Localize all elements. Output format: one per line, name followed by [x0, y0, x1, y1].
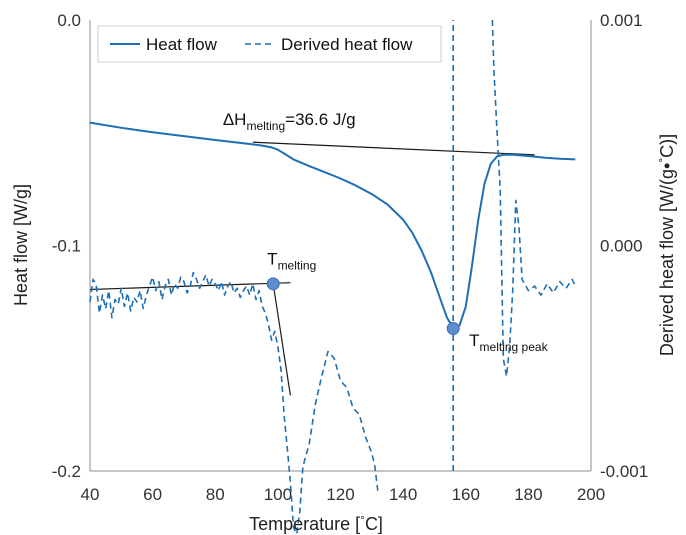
markers — [266, 277, 460, 335]
y-left-axis-title: Heat flow [W/g] — [11, 184, 31, 306]
derived-heat-flow-series-line — [491, 19, 577, 378]
y-left-tick-label: -0.1 — [52, 237, 81, 256]
y-right-tick-label: 0.000 — [600, 237, 643, 256]
t-melting-peak-label: Tmelting peak — [469, 331, 548, 354]
annotations: ΔHmelting=36.6 J/g Tmelting Tmelting peak — [223, 110, 549, 354]
legend: Heat flow Derived heat flow — [97, 25, 442, 63]
x-tick-label: 80 — [206, 485, 225, 504]
y-right-axis-title: Derived heat flow [W/(g•°C)] — [656, 134, 677, 356]
y-left-tick-label: -0.2 — [52, 462, 81, 481]
x-tick-label: 200 — [577, 485, 605, 504]
t-melting-peak-point — [446, 321, 460, 335]
x-tick-labels: 40 60 80 100 120 140 160 180 200 — [81, 485, 606, 504]
legend-heat-flow-label: Heat flow — [146, 35, 218, 54]
x-tick-label: 100 — [264, 485, 292, 504]
y-right-tick-label: -0.001 — [600, 462, 648, 481]
t-melting-point — [266, 277, 280, 291]
derived-heat-flow-series-line — [89, 271, 379, 535]
enthalpy-baseline-line — [252, 141, 535, 156]
onset-tangent-line — [272, 283, 291, 396]
x-tick-label: 140 — [389, 485, 417, 504]
series — [89, 19, 577, 535]
x-tick-label: 160 — [452, 485, 480, 504]
y-left-tick-label: 0.0 — [57, 11, 81, 30]
x-tick-label: 40 — [81, 485, 100, 504]
y-right-tick-label: 0.001 — [600, 11, 643, 30]
legend-derived-heat-flow-label: Derived heat flow — [281, 35, 413, 54]
x-tick-label: 60 — [143, 485, 162, 504]
y-left-tick-labels: -0.2 -0.1 0.0 — [52, 11, 81, 481]
delta-h-label: ΔHmelting=36.6 J/g — [223, 110, 356, 133]
x-tick-label: 120 — [326, 485, 354, 504]
y-right-tick-labels: -0.001 0.000 0.001 — [600, 11, 648, 481]
heat-flow-series-line — [89, 121, 576, 330]
axes — [89, 20, 592, 472]
t-melting-label: Tmelting — [267, 250, 316, 273]
x-axis-title: Temperature [°C] — [249, 513, 383, 534]
x-tick-label: 180 — [514, 485, 542, 504]
